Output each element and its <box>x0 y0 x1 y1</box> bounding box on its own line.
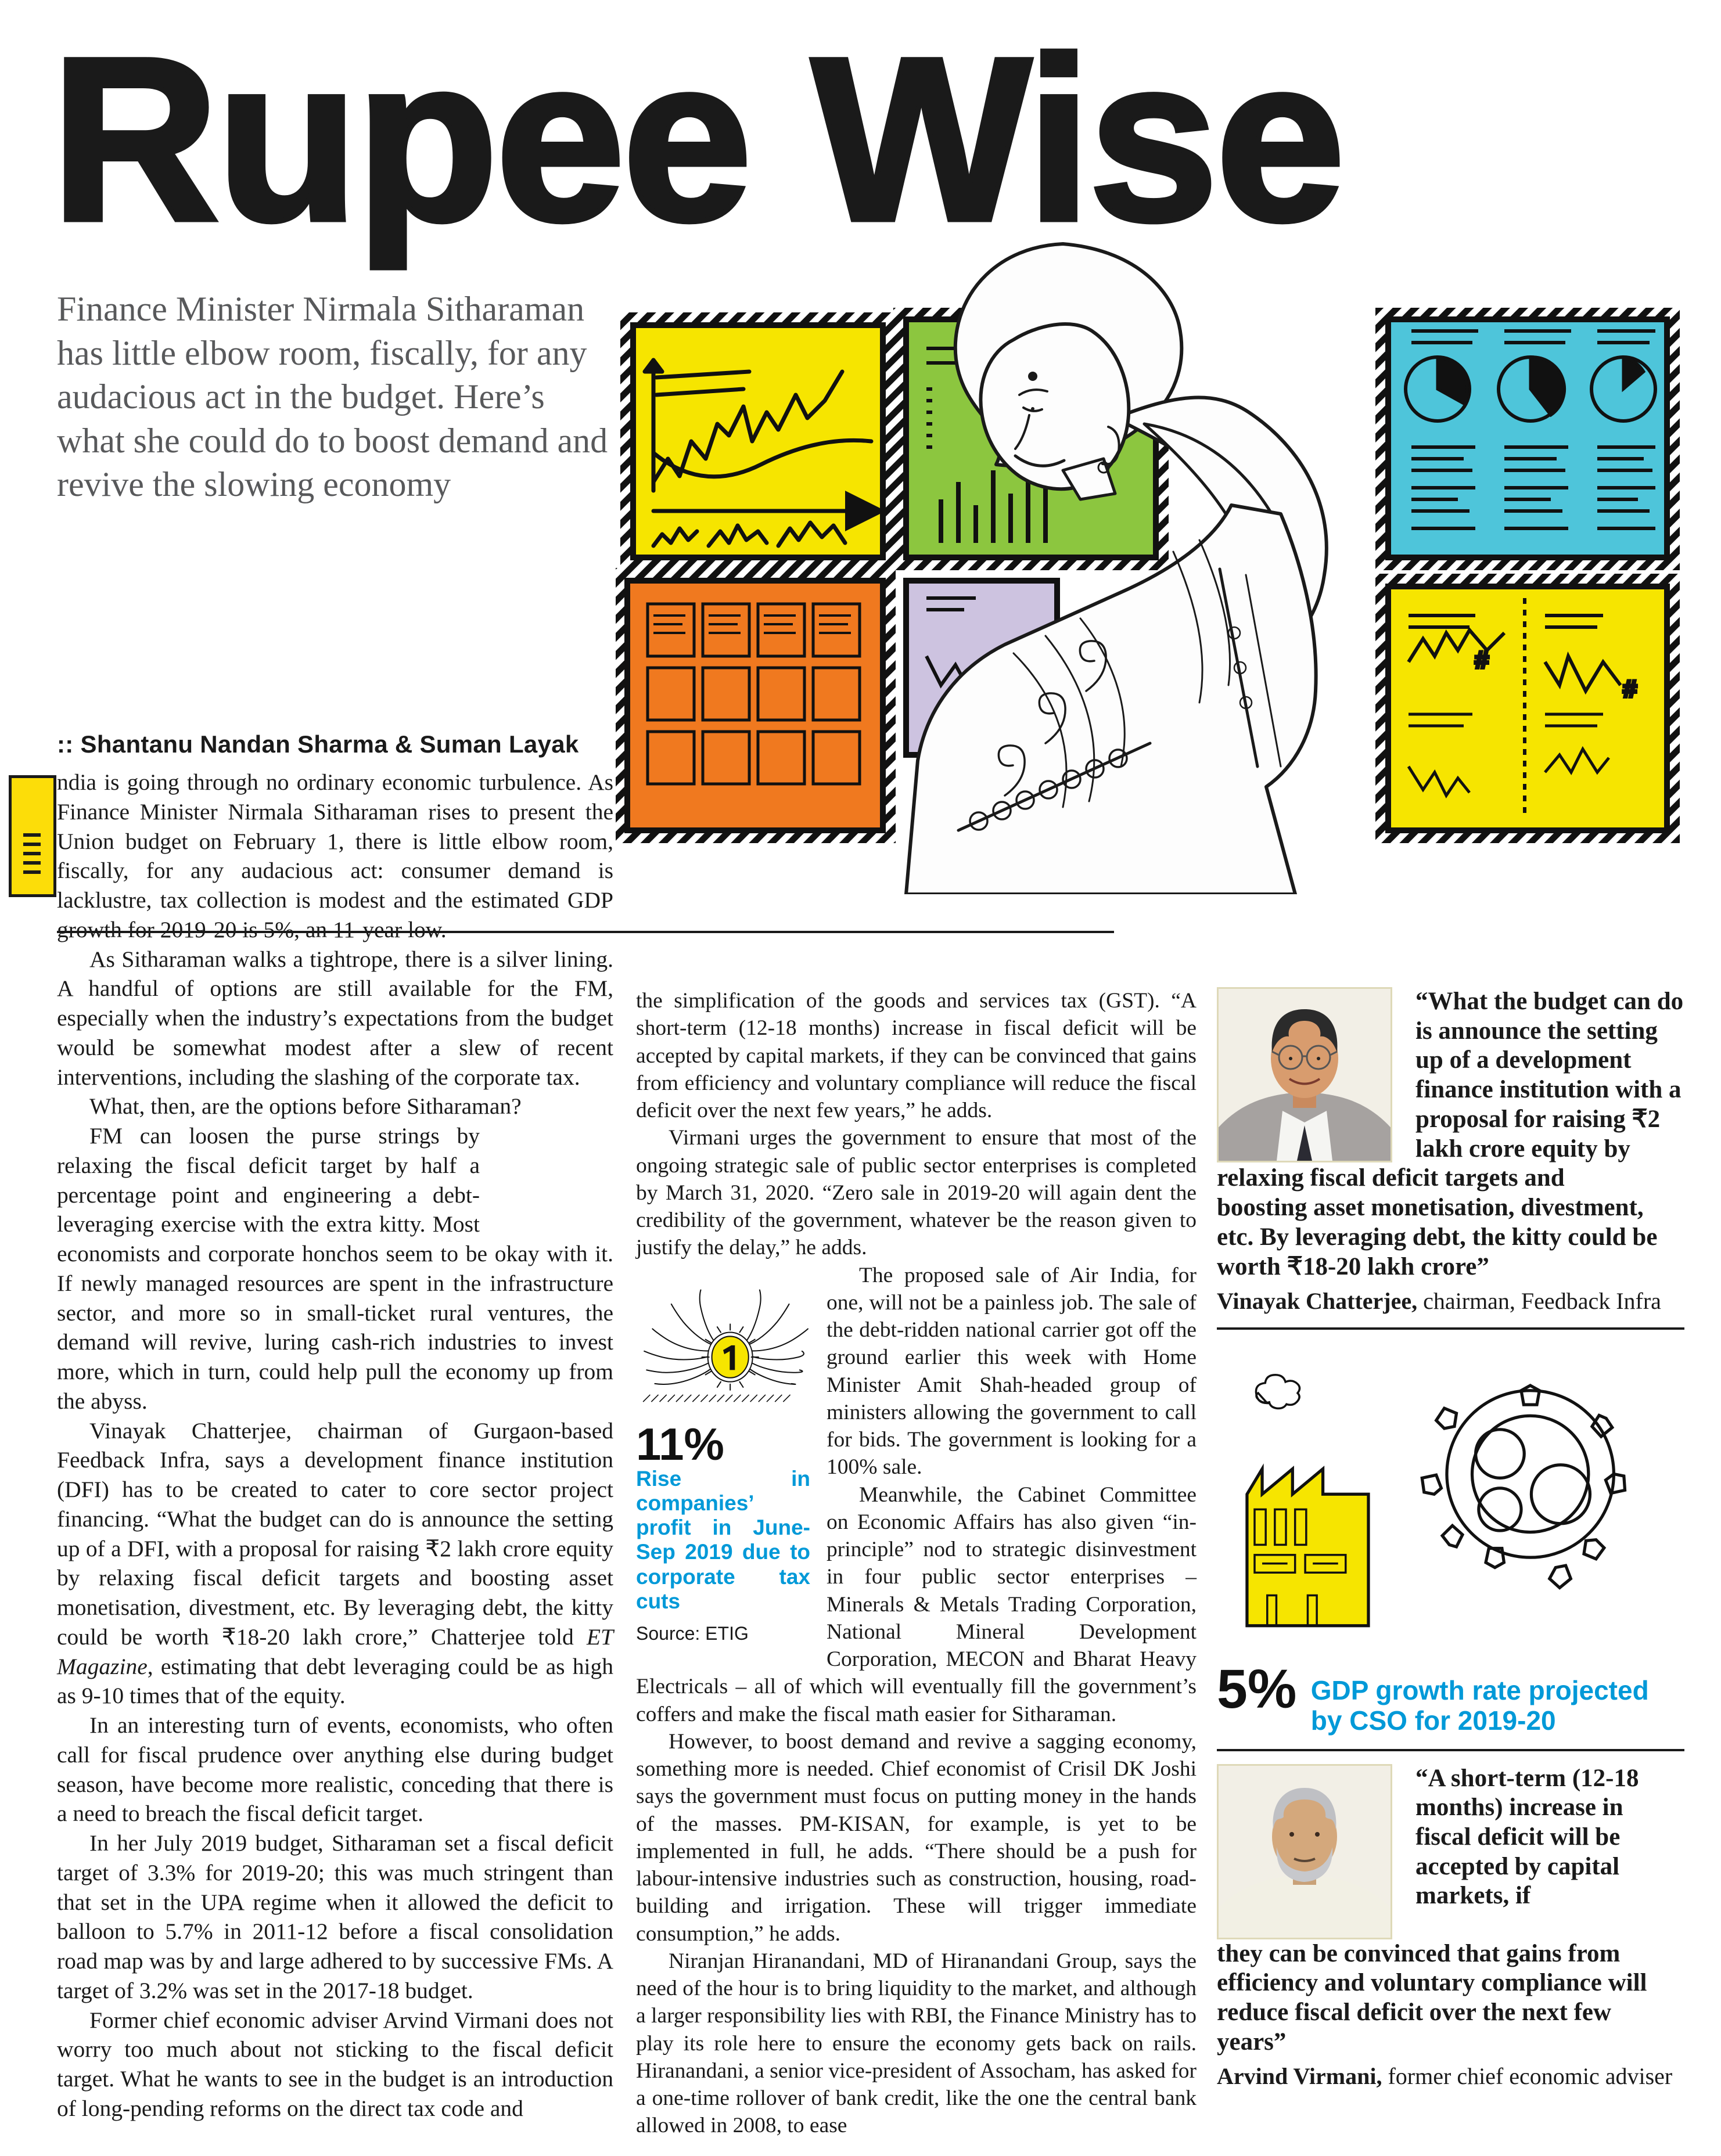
svg-text:#: # <box>1475 647 1489 673</box>
svg-text:#: # <box>1623 676 1637 702</box>
